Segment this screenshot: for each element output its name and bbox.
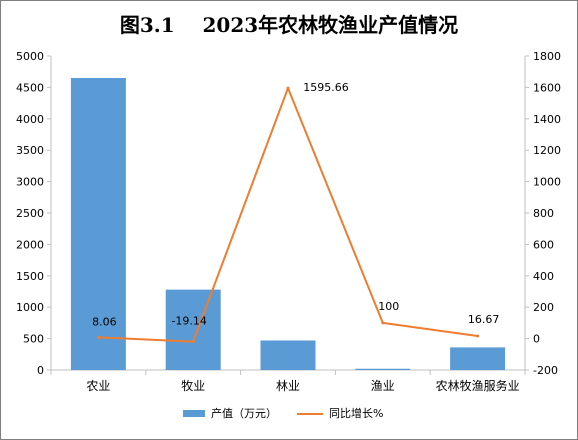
x-tick-label: 农业 [86, 379, 110, 393]
x-tick-label: 渔业 [371, 379, 395, 393]
right-tick-label: 0 [533, 333, 540, 346]
left-tick-label: 1000 [16, 301, 44, 314]
left-tick-label: 2000 [16, 238, 44, 251]
left-tick-label: 1500 [16, 270, 44, 283]
growth-point-4 [381, 321, 385, 325]
legend-line-label: 同比增长% [329, 406, 383, 420]
right-tick-label: 1000 [533, 176, 561, 189]
bar-4 [355, 368, 411, 370]
right-tick-label: 1400 [533, 113, 561, 126]
growth-point-3 [286, 86, 290, 90]
x-tick-label: 农林牧渔服务业 [436, 378, 520, 393]
right-tick-label: 1600 [533, 81, 561, 94]
right-tick-label: 800 [533, 207, 554, 220]
growth-data-label: 16.67 [468, 313, 500, 326]
bar-2 [165, 289, 221, 370]
left-tick-label: 0 [37, 364, 44, 377]
growth-data-label: 8.06 [92, 315, 117, 328]
legend-bar-label: 产值（万元） [211, 406, 277, 420]
bar-1 [70, 77, 126, 370]
growth-point-1 [96, 335, 100, 339]
right-tick-label: 200 [533, 301, 554, 314]
bar-5 [450, 347, 506, 370]
x-tick-label: 牧业 [181, 379, 205, 393]
left-tick-label: 3500 [16, 144, 44, 157]
right-tick-label: -200 [533, 364, 558, 377]
bar-3 [260, 340, 316, 370]
x-tick-label: 林业 [276, 379, 300, 393]
left-tick-label: 4000 [16, 113, 44, 126]
left-tick-label: 500 [23, 333, 44, 346]
right-tick-label: 600 [533, 238, 554, 251]
growth-data-label: 1595.66 [303, 81, 349, 94]
growth-data-label: 100 [378, 300, 399, 313]
left-tick-label: 2500 [16, 207, 44, 220]
chart-title: 图3.1 2023年农林牧渔业产值情况 [119, 13, 459, 37]
legend-bar-swatch [183, 410, 205, 417]
growth-line [98, 87, 478, 343]
left-tick-label: 3000 [16, 176, 44, 189]
right-tick-label: 1200 [533, 144, 561, 157]
left-tick-label: 5000 [16, 50, 44, 63]
right-tick-label: 1800 [533, 50, 561, 63]
growth-point-5 [476, 334, 480, 338]
growth-data-label: -19.14 [171, 315, 206, 328]
growth-point-2 [191, 340, 195, 344]
left-tick-label: 4500 [16, 81, 44, 94]
right-tick-label: 400 [533, 270, 554, 283]
